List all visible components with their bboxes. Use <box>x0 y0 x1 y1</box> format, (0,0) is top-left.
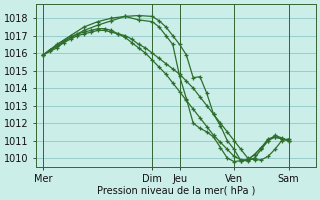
X-axis label: Pression niveau de la mer( hPa ): Pression niveau de la mer( hPa ) <box>97 186 255 196</box>
